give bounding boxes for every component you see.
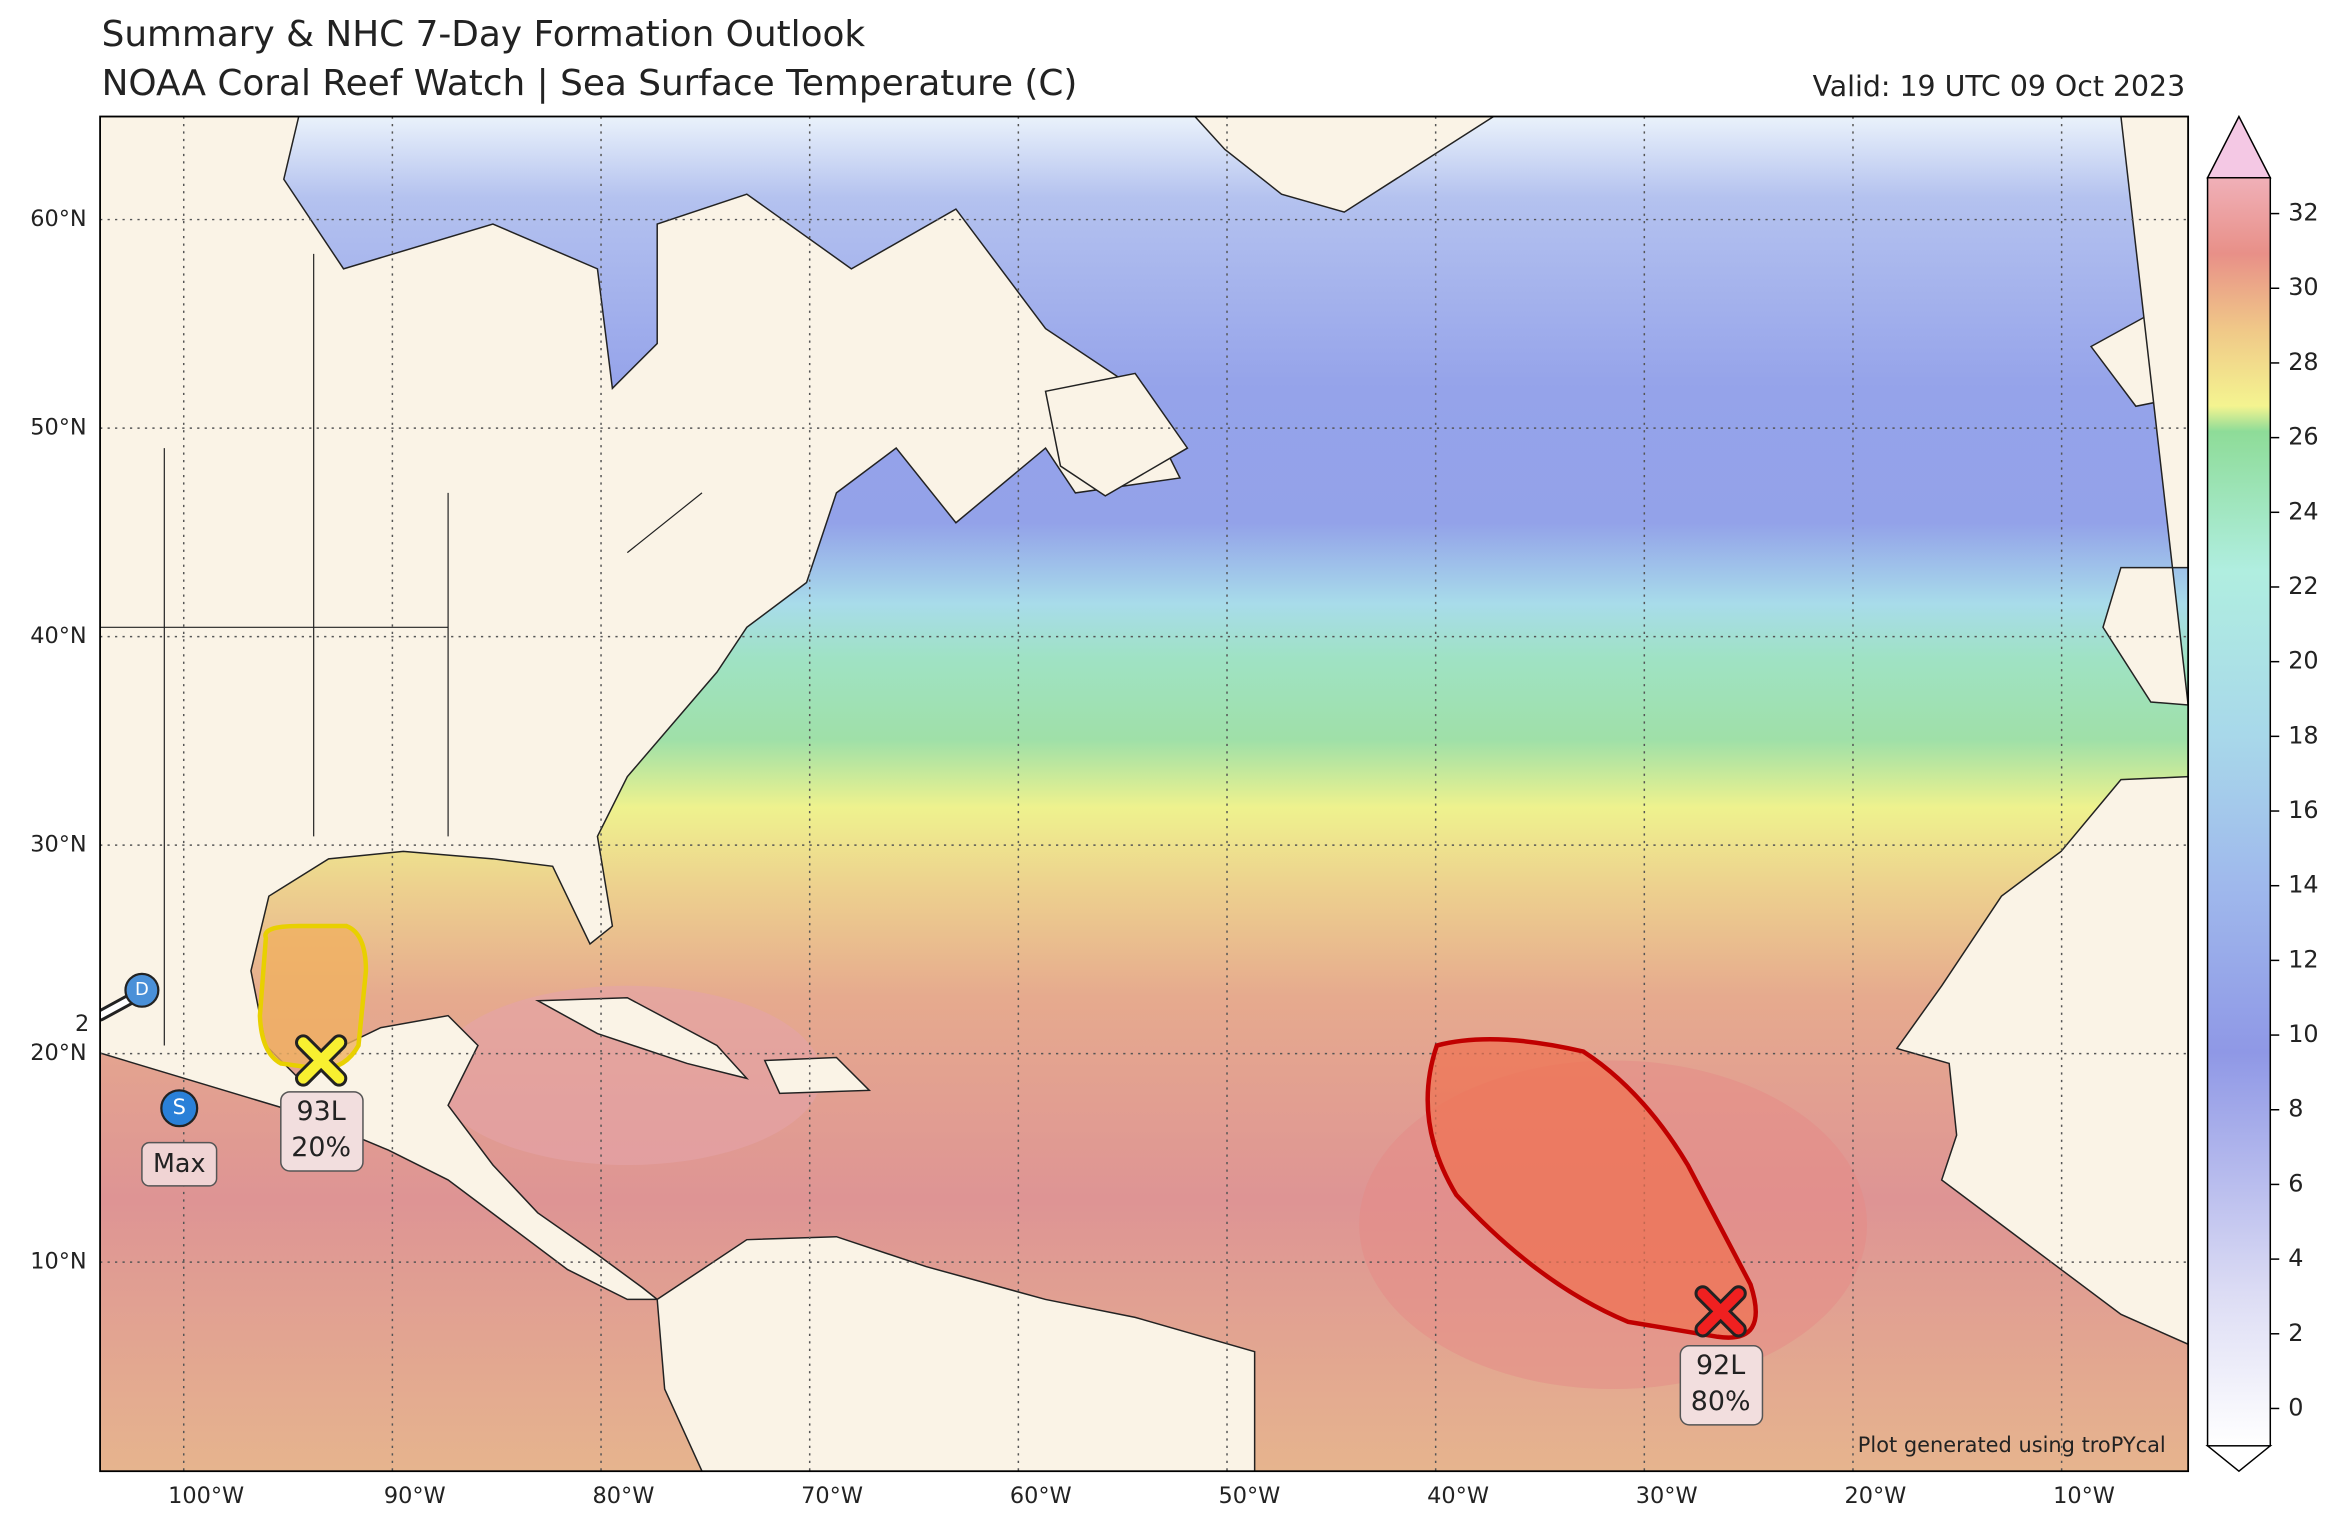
area-92l (1425, 1037, 1758, 1340)
lat-label: 30°N (30, 832, 86, 858)
map-area (100, 116, 2189, 1472)
storm-annotation: Max (153, 1148, 205, 1178)
disturbance-id: 92L (1696, 1350, 1745, 1381)
colorbar-tick-label: 20 (2288, 647, 2318, 675)
colorbar-extension-top (2206, 114, 2272, 179)
credit: Plot generated using troPYcal (1858, 1433, 2166, 1457)
colorbar-tick-label: 2 (2288, 1319, 2303, 1347)
lon-label: 60°W (1010, 1483, 1072, 1509)
map-frame (99, 115, 2190, 1473)
lon-label: 50°W (1219, 1483, 1281, 1509)
annotation-box (141, 1141, 218, 1187)
storm-marker-label: D (135, 979, 149, 1000)
cuba (534, 996, 750, 1080)
colorbar-tick-label: 32 (2288, 199, 2318, 227)
colorbar-tick-label: 22 (2288, 572, 2318, 600)
colorbar-tick-label: 26 (2288, 423, 2318, 451)
lon-label: 90°W (384, 1483, 446, 1509)
colorbar-extension-bottom (2205, 1445, 2273, 1473)
colorbar-tick-label: 10 (2288, 1020, 2318, 1048)
colorbar-tick-label: 16 (2288, 796, 2318, 824)
disturbance-probability: 80% (1691, 1386, 1751, 1417)
colorbar-tick-label: 6 (2288, 1169, 2303, 1197)
lon-label: 20°W (1844, 1483, 1906, 1509)
lat-label: 40°N (30, 623, 86, 649)
lon-label: 10°W (2053, 1483, 2115, 1509)
africa (1895, 775, 2189, 1346)
subtitle: NOAA Coral Reef Watch | Sea Surface Temp… (102, 63, 1078, 104)
colorbar-tick-label: 18 (2288, 721, 2318, 749)
colorbar-tick-label: 30 (2288, 273, 2318, 301)
south-america (656, 1235, 1256, 1472)
newfoundland (1044, 372, 1189, 497)
colorbar-tick-label: 12 (2288, 945, 2318, 973)
disturbance-id: 93L (297, 1096, 346, 1127)
lon-label: 80°W (593, 1483, 655, 1509)
europe (2102, 116, 2189, 706)
hispaniola (763, 1056, 872, 1095)
lat-label: 50°N (30, 415, 86, 441)
warm-pool (433, 985, 822, 1166)
storm-marker (124, 972, 160, 1008)
x-marker-92l (1697, 1288, 1744, 1335)
label-box-93l (280, 1091, 364, 1172)
greenland (1193, 116, 1496, 213)
colorbar-tick-label: 4 (2288, 1244, 2303, 1272)
valid-time: Valid: 19 UTC 09 Oct 2023 (1813, 70, 2186, 103)
colorbar-tick-label: 8 (2288, 1095, 2303, 1123)
lon-label: 70°W (801, 1483, 863, 1509)
colorbar-tick-label: 0 (2288, 1393, 2303, 1421)
graticule (100, 116, 2189, 1472)
x-marker-93l (297, 1037, 345, 1084)
disturbance-probability: 20% (291, 1132, 351, 1163)
borders (100, 253, 703, 1046)
storm-marker (160, 1089, 199, 1128)
lat-label: 60°N (30, 206, 86, 232)
colorbar (2206, 176, 2272, 1447)
colorbar-tick-label: 28 (2288, 348, 2318, 376)
title: Summary & NHC 7-Day Formation Outlook (102, 14, 866, 55)
storm-annotation: 2 (75, 1011, 89, 1037)
lat-label: 10°N (30, 1249, 86, 1275)
lon-label: 100°W (168, 1483, 244, 1509)
storm-marker-label: S (173, 1095, 186, 1119)
lat-label: 20°N (30, 1040, 86, 1066)
colorbar-tick-label: 14 (2288, 871, 2318, 899)
colorbar-tick-label: 24 (2288, 497, 2318, 525)
north-america (100, 116, 1182, 1301)
lon-label: 30°W (1636, 1483, 1698, 1509)
label-box-92l (1679, 1344, 1764, 1426)
lon-label: 40°W (1427, 1483, 1489, 1509)
area-93l (257, 923, 369, 1071)
